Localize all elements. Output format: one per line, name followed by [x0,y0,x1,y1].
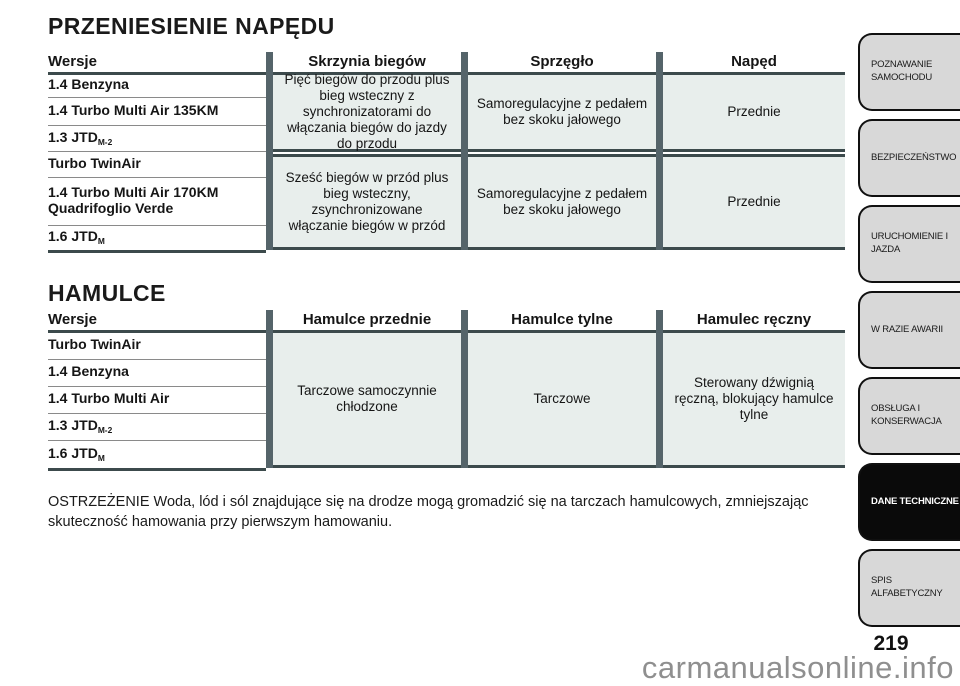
drive-table: Wersje Skrzynia biegów Sprzęgło Napęd 1.… [48,50,845,253]
column-header-gearbox: Skrzynia biegów [308,52,426,70]
sidebar-tab-label: URUCHOMIENIE I JAZDA [871,231,948,255]
column-separator [266,310,273,468]
gearbox-cell: Pięć biegów do przodu plus bieg wsteczny… [273,72,461,152]
version-label: 1.4 Turbo Multi Air 135KM [48,101,219,118]
column-header-versions: Wersje [48,52,97,70]
sidebar-tab-obsluga-i-konserwacja[interactable]: OBSŁUGA I KONSERWACJA [858,377,960,455]
clutch-cell: Samoregulacyjne z pedałem bez skoku jało… [468,72,656,152]
version-row: Turbo TwinAir [48,152,266,178]
sidebar-tab-w-razie-awarii[interactable]: W RAZIE AWARII [858,291,960,369]
version-label: 1.4 Benzyna [48,363,129,380]
column-header-rear-brakes: Hamulce tylne [511,310,613,328]
version-row: 1.4 Turbo Multi Air 170KM Quadrifoglio V… [48,178,266,226]
watermark: carmanualsonline.info [641,650,954,685]
sidebar-tab-uruchomienie-i-jazda[interactable]: URUCHOMIENIE I JAZDA [858,205,960,283]
version-label: Turbo TwinAir [48,154,141,171]
version-row: 1.6 JTDM [48,441,266,471]
version-row: Turbo TwinAir [48,333,266,360]
sidebar-tab-dane-techniczne[interactable]: DANE TECHNICZNE [858,463,960,541]
sidebar-tab-label: SPIS ALFABETYCZNY [871,575,943,599]
brakes-table: Wersje Hamulce przednie Hamulce tylne Ha… [48,308,845,471]
sidebar-tab-label: OBSŁUGA I KONSERWACJA [871,403,942,427]
column-header-versions: Wersje [48,310,97,328]
sidebar-tab-label: DANE TECHNICZNE [871,495,959,507]
front-brakes-cell: Tarczowe samoczynnie chłodzone [273,330,461,468]
version-label: 1.4 Turbo Multi Air 170KM Quadrifoglio V… [48,183,219,216]
sidebar-tab-poznawanie-samochodu[interactable]: POZNAWANIE SAMOCHODU [858,33,960,111]
version-label: 1.6 JTDM [48,228,105,247]
handbrake-cell: Sterowany dźwignią ręczną, blokujący ham… [663,330,845,468]
version-label: 1.4 Turbo Multi Air [48,390,170,407]
brakes-section-title: HAMULCE [48,280,166,306]
gearbox-cell: Sześć biegów w przód plus bieg wsteczny,… [273,154,461,250]
version-row: 1.3 JTDM-2 [48,414,266,441]
sidebar-tab-bezpieczenstwo[interactable]: BEZPIECZEŃSTWO [858,119,960,197]
version-row: 1.3 JTDM-2 [48,126,266,152]
sidebar-tab-label: W RAZIE AWARII [871,323,943,335]
sidebar-tab-label: POZNAWANIE SAMOCHODU [871,59,933,83]
column-header-front-brakes: Hamulce przednie [302,310,432,328]
version-row: 1.4 Turbo Multi Air [48,387,266,414]
version-row: 1.6 JTDM [48,226,266,253]
sidebar-tab-label: BEZPIECZEŃSTWO [871,151,957,163]
version-label: 1.6 JTDM [48,444,105,463]
drive-cell: Przednie [663,72,845,152]
sidebar-tab-spis-alfabetyczny[interactable]: SPIS ALFABETYCZNY [858,549,960,627]
version-row: 1.4 Benzyna [48,360,266,387]
version-label: Turbo TwinAir [48,336,141,353]
version-row: 1.4 Benzyna [48,75,266,98]
version-row: 1.4 Turbo Multi Air 135KM [48,98,266,126]
column-separator [461,310,468,468]
drive-section-title: PRZENIESIENIE NAPĘDU [48,13,335,39]
drive-cell: Przednie [663,154,845,250]
column-header-drive: Napęd [731,52,777,70]
column-separator [656,310,663,468]
column-header-handbrake: Hamulec ręczny [696,310,812,328]
column-separator [656,52,663,250]
warning-text: OSTRZEŻENIE Woda, lód i sól znajdujące s… [48,493,809,530]
versions-column: 1.4 Benzyna 1.4 Turbo Multi Air 135KM 1.… [48,72,266,253]
page-number: 219 [873,632,909,655]
versions-column: Turbo TwinAir 1.4 Benzyna 1.4 Turbo Mult… [48,330,266,471]
clutch-cell: Samoregulacyjne z pedałem bez skoku jało… [468,154,656,250]
column-separator [266,52,273,250]
version-label: 1.3 JTDM-2 [48,417,113,436]
rear-brakes-cell: Tarczowe [468,330,656,468]
version-label: 1.3 JTDM-2 [48,128,113,147]
version-label: 1.4 Benzyna [48,76,129,93]
column-separator [461,52,468,250]
column-header-clutch: Sprzęgło [530,52,594,70]
